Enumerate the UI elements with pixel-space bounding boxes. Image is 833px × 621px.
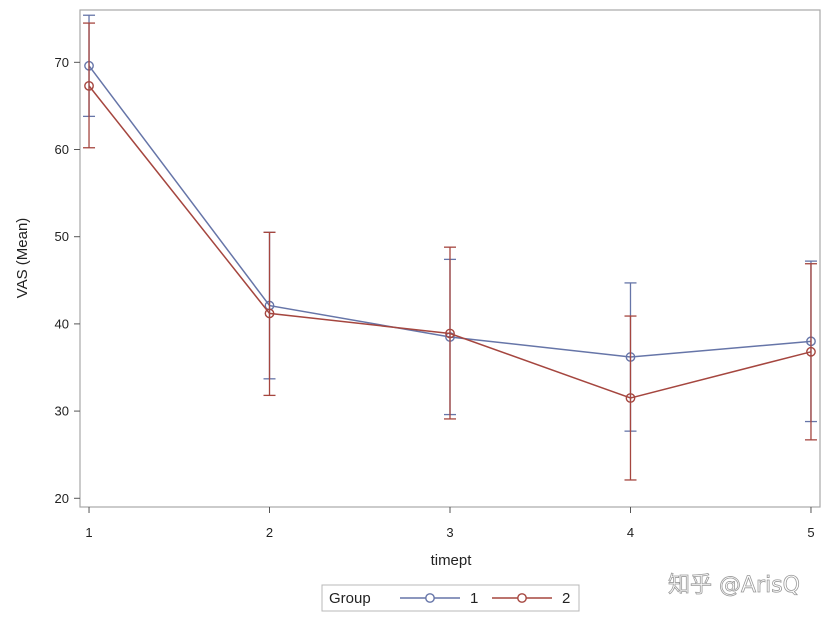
x-axis-title: timept bbox=[431, 552, 473, 569]
y-tick-label: 60 bbox=[55, 142, 69, 157]
legend-frame bbox=[321, 584, 580, 612]
legend-label: 2 bbox=[562, 590, 570, 607]
x-tick-label: 3 bbox=[446, 525, 453, 540]
x-tick-label: 2 bbox=[266, 525, 273, 540]
error-bar bbox=[83, 22, 96, 149]
data-point bbox=[625, 393, 636, 403]
y-tick-label: 70 bbox=[55, 55, 69, 70]
legend-title: Group bbox=[329, 590, 371, 607]
x-tick-label: 1 bbox=[85, 525, 92, 540]
y-tick-label: 50 bbox=[55, 229, 69, 244]
series-line bbox=[88, 85, 812, 399]
legend-marker bbox=[517, 593, 527, 603]
legend-marker bbox=[425, 593, 435, 603]
series-2 bbox=[83, 22, 817, 481]
data-point bbox=[445, 328, 455, 339]
data-point bbox=[806, 346, 816, 357]
legend-item-1: 1 bbox=[400, 590, 478, 607]
legend-item-2: 2 bbox=[492, 590, 570, 607]
data-point bbox=[264, 308, 275, 319]
watermark: 知乎 @ArisQ bbox=[668, 573, 800, 598]
y-tick-label: 20 bbox=[55, 491, 69, 506]
legend-label: 1 bbox=[470, 590, 478, 607]
y-tick-label: 40 bbox=[55, 316, 69, 331]
x-tick-label: 5 bbox=[807, 525, 814, 540]
y-tick-label: 30 bbox=[55, 404, 69, 419]
x-tick-label: 4 bbox=[627, 525, 634, 540]
y-axis-title: VAS (Mean) bbox=[14, 218, 31, 299]
series-layer bbox=[83, 14, 817, 481]
axes: 20 30 40 50 60 70 1 2 3 4 5 bbox=[55, 55, 815, 540]
data-point bbox=[84, 80, 94, 91]
